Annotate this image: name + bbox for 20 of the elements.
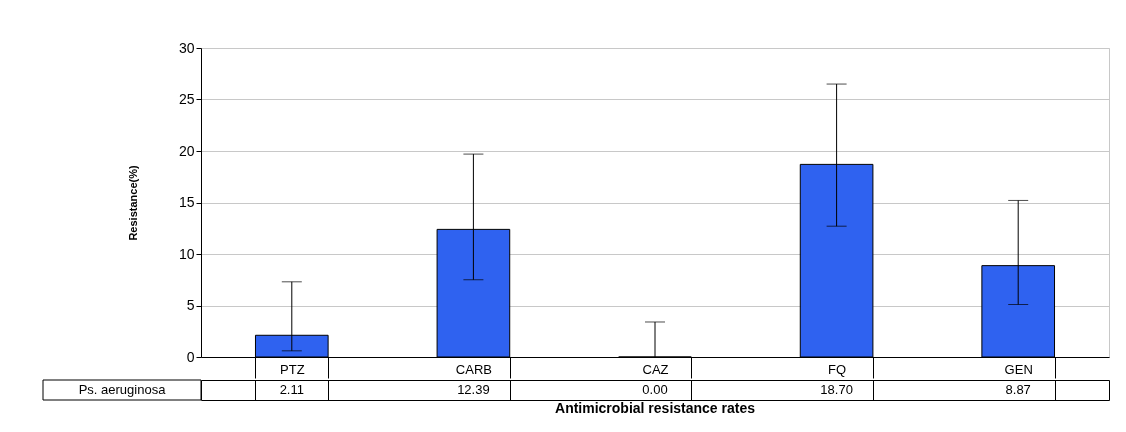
x-axis-title: Antimicrobial resistance rates [555, 400, 756, 416]
data-label: 8.87 [1005, 382, 1031, 397]
data-label: 2.11 [279, 382, 304, 397]
text: Ps. aeruginosa [78, 382, 167, 397]
x-tick-label: CAZ [642, 361, 669, 377]
y-tick-label: 25 [178, 91, 195, 107]
y-tick-label: 0 [186, 348, 195, 365]
x-tick-label: CARB [455, 361, 492, 377]
data-label: 0.00 [642, 382, 668, 397]
y-tick-label: 10 [178, 245, 195, 262]
y-tick-label: 30 [178, 39, 195, 56]
data-label: 12.39 [457, 382, 490, 397]
data-label: 18.70 [820, 382, 853, 397]
y-axis-title: Resistance(%) [126, 165, 139, 241]
x-tick-label: GEN [1004, 361, 1033, 377]
y-tick-label: 15 [178, 194, 195, 210]
x-tick-label: PTZ [280, 361, 305, 377]
x-tick-label: FQ [828, 361, 847, 377]
y-tick-label: 20 [178, 142, 195, 159]
y-tick-label: 5 [186, 297, 195, 313]
